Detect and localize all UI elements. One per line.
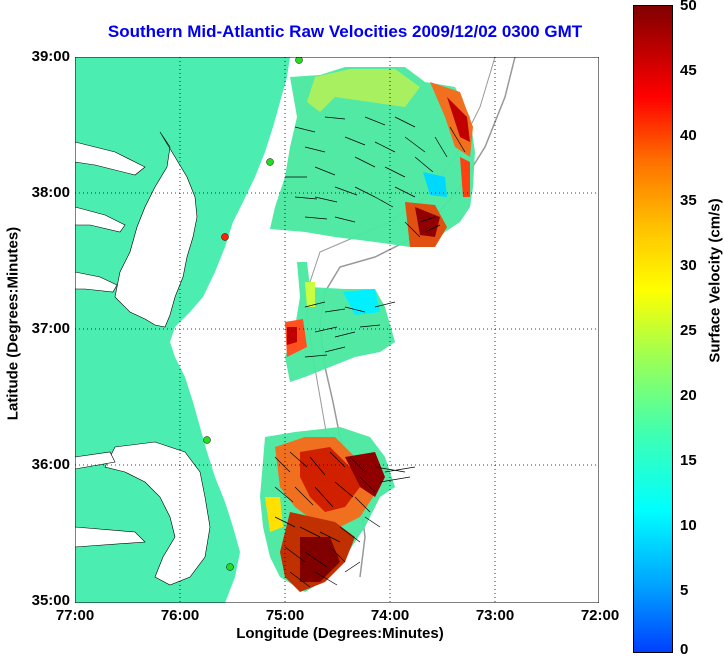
x-tick-label: 75:00 [265, 607, 305, 624]
colorbar-tick: 10 [680, 517, 697, 534]
y-tick-label: 39:00 [31, 48, 70, 65]
station-marker [295, 57, 303, 64]
station-marker [203, 436, 211, 444]
velocity-field-north [270, 67, 475, 247]
colorbar-tick: 0 [680, 641, 689, 658]
station-marker [226, 563, 234, 571]
colorbar-tick: 25 [680, 322, 697, 339]
x-tick-label: 77:00 [55, 607, 95, 624]
y-tick-label: 37:00 [31, 320, 70, 337]
chesapeake-bay [114, 131, 198, 328]
colorbar-tick: 45 [680, 62, 697, 79]
x-tick-label: 76:00 [160, 607, 200, 624]
y-tick-label: 36:00 [31, 456, 70, 473]
y-tick-label: 38:00 [31, 184, 70, 201]
y-axis-label: Latitude (Degrees:Minutes) [4, 226, 22, 421]
colorbar [633, 5, 673, 653]
colorbar-tick: 50 [680, 0, 697, 14]
station-marker [221, 233, 229, 241]
x-tick-label: 72:00 [580, 607, 620, 624]
colorbar-tick: 15 [680, 452, 697, 469]
map-plot [75, 57, 599, 603]
colorbar-tick: 35 [680, 192, 697, 209]
colorbar-tick: 30 [680, 257, 697, 274]
station-marker [266, 158, 274, 166]
colorbar-label: Surface Velocity (cm/s) [706, 198, 724, 363]
y-tick-label: 35:00 [31, 592, 70, 609]
pamlico-sound [104, 441, 211, 586]
x-tick-label: 73:00 [475, 607, 515, 624]
colorbar-tick: 5 [680, 582, 689, 599]
x-tick-label: 74:00 [370, 607, 410, 624]
map-title: Southern Mid-Atlantic Raw Velocities 200… [107, 22, 583, 41]
x-axis-label: Longitude (Degrees:Minutes) [236, 625, 444, 642]
colorbar-tick: 20 [680, 387, 697, 404]
colorbar-tick: 40 [680, 127, 697, 144]
